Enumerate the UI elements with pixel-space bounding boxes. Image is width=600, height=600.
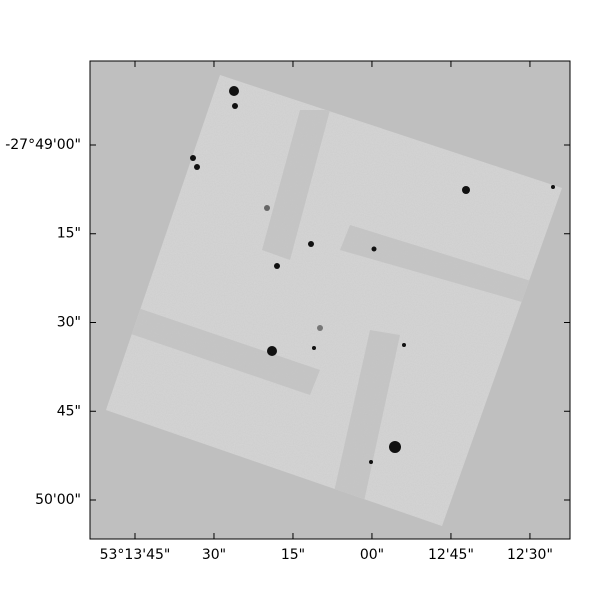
- y-tick-label: 45": [57, 403, 81, 419]
- x-tick-label: 12'30": [507, 547, 553, 563]
- sky-image: [106, 75, 562, 526]
- axes-frame: [89, 60, 571, 540]
- y-tick-label: 15": [57, 226, 81, 242]
- x-tick-label: 00": [360, 547, 384, 563]
- y-tick-label: 50'00": [35, 492, 81, 508]
- y-tick-label: -27°49'00": [5, 137, 81, 153]
- x-tick-label: 15": [281, 547, 305, 563]
- y-tick-label: 30": [57, 315, 81, 331]
- x-tick-label: 12'45": [428, 547, 474, 563]
- x-tick-label: 53°13'45": [100, 547, 171, 563]
- x-tick-label: 30": [202, 547, 226, 563]
